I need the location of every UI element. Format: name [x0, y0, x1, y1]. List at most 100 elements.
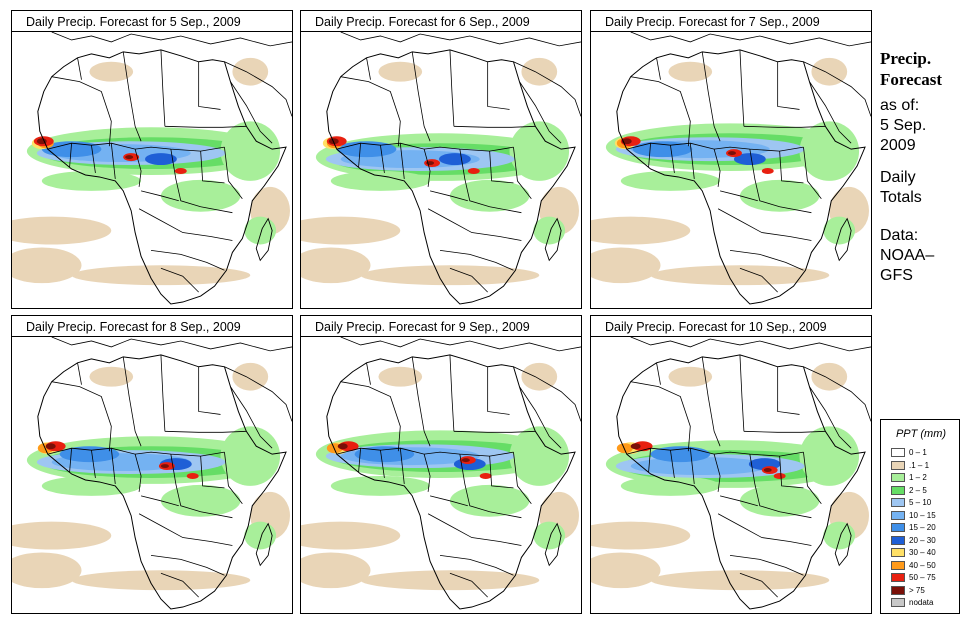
- precip-cell: [799, 426, 860, 486]
- madagascar-outline: [834, 217, 852, 262]
- legend-label: > 75: [909, 585, 925, 595]
- precip-map: [300, 31, 582, 309]
- sidebar-totals: Daily Totals: [880, 168, 922, 208]
- country-border: [449, 49, 455, 127]
- precip-cell: [591, 247, 661, 284]
- coastline-segment: [809, 386, 852, 449]
- country-border: [630, 381, 691, 452]
- precip-cell: [145, 153, 177, 166]
- country-border: [739, 267, 778, 293]
- legend-item: 10 – 15: [891, 510, 957, 521]
- legend-label: 30 – 40: [909, 548, 936, 557]
- forecast-panel-sep10: Daily Precip. Forecast for 10 Sep., 2009: [590, 315, 872, 615]
- precip-cell: [174, 168, 187, 174]
- legend-item: 50 – 75: [891, 573, 957, 583]
- country-border: [701, 51, 721, 142]
- country-border: [358, 448, 361, 473]
- forecast-panel-sep6: Daily Precip. Forecast for 6 Sep., 2009: [300, 10, 582, 310]
- country-border: [489, 456, 514, 489]
- country-border: [701, 356, 721, 447]
- country-border: [648, 448, 651, 473]
- country-border: [380, 450, 385, 479]
- precip-cell: [773, 473, 786, 479]
- precip-cell: [160, 179, 241, 212]
- legend-label: 10 – 15: [909, 510, 936, 520]
- precip-cell: [616, 443, 633, 454]
- precip-cell: [799, 121, 860, 181]
- precip-cell: [739, 484, 820, 517]
- legend-label: 2 – 5: [909, 485, 927, 495]
- precip-cell: [509, 426, 570, 486]
- precip-cell: [12, 247, 82, 284]
- precip-map: [11, 31, 293, 309]
- precip-cell: [41, 475, 142, 496]
- country-border: [453, 125, 536, 128]
- panel-title: Daily Precip. Forecast for 5 Sep., 2009: [11, 10, 293, 32]
- legend-swatch: [891, 473, 905, 482]
- precip-cell: [354, 446, 415, 463]
- country-border: [358, 143, 361, 168]
- precip-cell: [823, 521, 856, 550]
- country-border: [459, 149, 522, 214]
- legend-item: 40 – 50: [891, 560, 957, 571]
- legend-item: 5 – 10: [891, 498, 957, 508]
- precip-cell: [330, 475, 431, 496]
- country-border: [749, 454, 812, 519]
- africa-coastline: [616, 354, 866, 610]
- precip-cell: [811, 57, 848, 86]
- country-border: [803, 147, 822, 200]
- country-border: [670, 450, 675, 479]
- legend-swatch: [891, 523, 905, 532]
- coastline-segment: [809, 81, 852, 144]
- legend-label: .1 – 1: [909, 460, 930, 470]
- precip-cell: [244, 521, 277, 550]
- country-border: [110, 448, 116, 484]
- precip-cell: [71, 265, 251, 286]
- precip-cell: [467, 168, 480, 174]
- africa-map-svg: [591, 337, 871, 610]
- africa-map-svg: [12, 32, 292, 305]
- precip-cell: [244, 216, 277, 245]
- country-border: [399, 448, 405, 484]
- coastline-segment: [224, 366, 292, 422]
- country-border: [513, 452, 532, 505]
- precip-cell: [232, 57, 269, 86]
- country-border: [749, 149, 812, 214]
- country-border: [110, 143, 116, 179]
- country-border: [429, 190, 468, 202]
- legend-swatch: [891, 460, 905, 470]
- precip-cell: [620, 475, 721, 496]
- legend-swatch: [891, 498, 905, 507]
- precip-cell: [728, 151, 736, 156]
- country-border: [380, 145, 385, 174]
- country-border: [69, 448, 72, 473]
- country-border: [689, 143, 695, 179]
- precip-cell: [591, 552, 661, 589]
- country-border: [423, 149, 431, 187]
- africa-coastline: [616, 49, 866, 305]
- precip-cell: [125, 155, 134, 160]
- africa-coastline: [326, 354, 576, 610]
- sidebar-asof: as of: 5 Sep. 2009: [880, 96, 926, 156]
- country-border: [340, 381, 401, 452]
- country-border: [340, 76, 401, 147]
- country-border: [803, 452, 822, 505]
- coastline-segment: [513, 61, 581, 117]
- country-border: [427, 513, 522, 546]
- legend-swatch: [891, 548, 905, 557]
- precip-cell: [811, 362, 848, 391]
- precip-map: [590, 31, 872, 309]
- precip-cell: [36, 138, 47, 145]
- country-border: [739, 572, 778, 598]
- forecast-panel-sep9: Daily Precip. Forecast for 9 Sep., 2009: [300, 315, 582, 615]
- coastline-segment: [340, 337, 581, 352]
- precip-cell: [360, 265, 540, 286]
- legend-label: 50 – 75: [909, 573, 936, 582]
- legend-label: nodata: [909, 598, 934, 607]
- precip-cell: [186, 473, 199, 479]
- country-border: [134, 149, 142, 187]
- ppt-legend: PPT (mm) 0 – 1 .1 – 1 1 – 2 2 – 5 5 – 10 10 –…: [880, 419, 960, 614]
- country-border: [91, 145, 96, 174]
- precip-cell: [650, 265, 830, 286]
- legend-item: nodata: [891, 598, 957, 608]
